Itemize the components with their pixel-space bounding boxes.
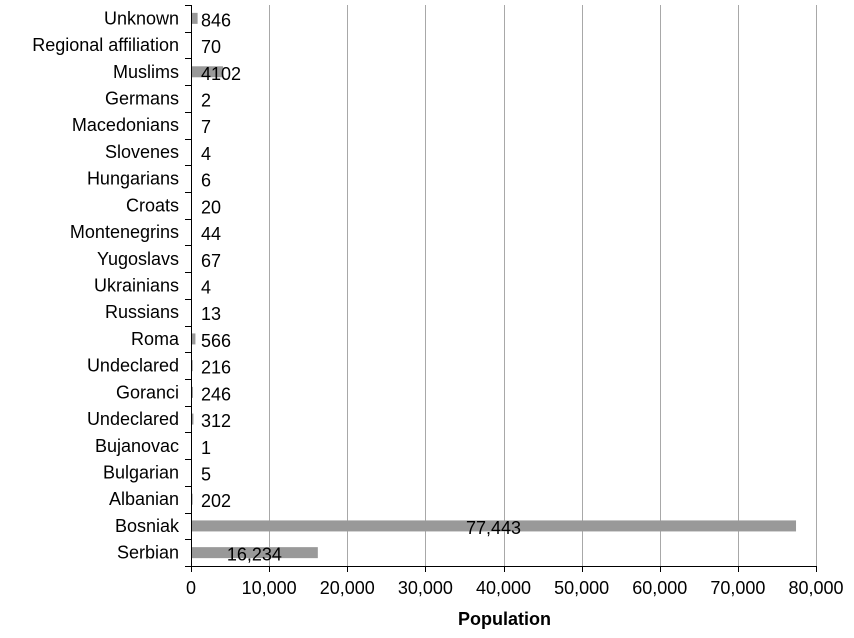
grid-lines [269, 5, 817, 566]
data-label-13: 216 [201, 358, 231, 378]
data-label-8: 44 [201, 224, 221, 244]
x-tick-label-0: 0 [186, 578, 196, 598]
data-label-16: 1 [201, 438, 211, 458]
data-label-19: 77,443 [466, 518, 521, 538]
bar-2 [191, 66, 224, 78]
category-label-8: Montenegrins [70, 222, 179, 242]
bar-0 [191, 12, 198, 24]
x-axis-title: Population [458, 609, 551, 629]
x-tick-label-4: 40,000 [476, 578, 531, 598]
axes [185, 5, 817, 572]
category-label-7: Croats [126, 195, 179, 215]
category-label-13: Undeclared [87, 356, 179, 376]
category-label-0: Unknown [104, 8, 179, 28]
category-label-16: Bujanovac [95, 436, 179, 456]
category-label-15: Undeclared [87, 409, 179, 429]
x-tick-label-5: 50,000 [554, 578, 609, 598]
category-labels: Unknown Regional affiliation Muslims German… [32, 8, 180, 562]
data-label-6: 6 [201, 171, 211, 191]
category-label-3: Germans [105, 89, 179, 109]
category-label-20: Serbian [117, 543, 179, 563]
bar-12 [191, 333, 196, 345]
data-label-11: 13 [201, 304, 221, 324]
data-label-2: 4102 [201, 64, 241, 84]
x-tick-label-7: 70,000 [710, 578, 765, 598]
bar-20 [191, 547, 318, 559]
category-label-12: Roma [131, 329, 180, 349]
category-label-10: Ukrainians [94, 276, 179, 296]
x-tick-label-6: 60,000 [632, 578, 687, 598]
data-label-5: 4 [201, 144, 211, 164]
data-label-9: 67 [201, 251, 221, 271]
category-label-11: Russians [105, 302, 179, 322]
data-label-20: 16,234 [227, 545, 282, 565]
category-label-5: Slovenes [105, 142, 179, 162]
x-tick-label-1: 10,000 [242, 578, 297, 598]
data-label-14: 246 [201, 384, 231, 404]
category-label-4: Macedonians [72, 115, 179, 135]
data-label-10: 4 [201, 278, 211, 298]
data-label-12: 566 [201, 331, 231, 351]
category-label-18: Albanian [109, 489, 179, 509]
x-tick-label-3: 30,000 [398, 578, 453, 598]
data-label-0: 846 [201, 10, 231, 30]
category-label-19: Bosniak [115, 516, 180, 536]
category-label-1: Regional affiliation [32, 35, 179, 55]
data-label-3: 2 [201, 91, 211, 111]
data-labels: 846 70 4102 2 7 4 6 20 44 67 4 13 566 216 246 312 1 5 202 7… [201, 10, 521, 564]
category-label-9: Yugoslavs [97, 249, 179, 269]
bar-15 [191, 413, 194, 425]
data-label-4: 7 [201, 117, 211, 137]
x-tick-labels: 0 10,000 20,000 30,000 40,000 50,000 60,000 70,… [186, 578, 844, 598]
bars [191, 12, 797, 559]
category-label-17: Bulgarian [103, 463, 179, 483]
data-label-1: 70 [201, 37, 221, 57]
x-tick-label-2: 20,000 [320, 578, 375, 598]
data-label-15: 312 [201, 411, 231, 431]
data-label-7: 20 [201, 197, 221, 217]
category-label-14: Goranci [116, 382, 179, 402]
category-label-2: Muslims [113, 62, 179, 82]
data-label-17: 5 [201, 465, 211, 485]
bar-19 [191, 520, 797, 532]
data-label-18: 202 [201, 491, 231, 511]
category-label-6: Hungarians [87, 169, 179, 189]
x-tick-label-8: 80,000 [788, 578, 843, 598]
